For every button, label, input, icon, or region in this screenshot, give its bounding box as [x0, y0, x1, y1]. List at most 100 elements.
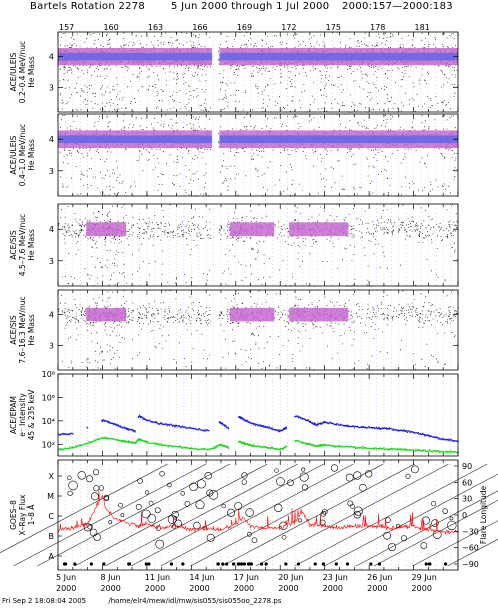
panel-ylabel: X–Ray Flux [18, 494, 27, 536]
flare-marker [77, 471, 86, 480]
y-tick-label: 10⁴ [42, 417, 55, 426]
panel-frame [57, 203, 459, 287]
flare-marker [301, 484, 309, 491]
y-tick-label: 10² [42, 440, 55, 449]
header-rotation: Bartels Rotation 2278 [30, 1, 146, 12]
flare-marker [89, 528, 98, 537]
he-mass-events [58, 32, 459, 113]
event-marker [102, 562, 106, 566]
date-tick-label: 23 Jun [323, 573, 348, 582]
mass-band-blue [58, 135, 213, 144]
panel-uleis2: 3 4 ACE/ULEIS 0.4–1.0 MeV/nuc He Mass [9, 113, 459, 197]
flare-marker [154, 507, 161, 514]
flare-marker [98, 485, 104, 491]
flare-track-line [37, 463, 231, 567]
flare-marker [410, 465, 419, 474]
class-label: B [49, 532, 55, 541]
longitude-label: 60 [462, 478, 472, 487]
mass-band-blue [58, 52, 213, 61]
panel-ylabel: He Mass [27, 229, 36, 261]
flare-marker [227, 508, 236, 517]
flare-marker [204, 472, 212, 480]
footer-path: /home/elr4/mew/idl/mw/sis055/sis055oo_22… [108, 597, 282, 605]
flare-marker [279, 521, 288, 531]
y-tick-label: 10⁶ [42, 393, 55, 402]
flare-marker [135, 503, 142, 510]
flare-marker [93, 469, 100, 476]
date-tick-label: 5 Jun [56, 573, 76, 582]
event-marker [313, 562, 317, 566]
y-tick-label: 4 [49, 135, 54, 144]
flare-marker [349, 503, 355, 509]
flare-marker [449, 516, 454, 521]
he-mass-events [58, 204, 459, 287]
flare-marker [221, 503, 226, 509]
event-marker [377, 562, 382, 566]
flare-marker [67, 475, 72, 481]
year-tick-label: 2000 [234, 584, 254, 593]
event-marker [73, 562, 77, 566]
he-mass-events [58, 290, 459, 371]
flare-marker [208, 490, 219, 500]
mass-band-magenta [86, 222, 127, 237]
panel-ylabel: ACE/ULEIS [9, 52, 18, 91]
event-marker [221, 562, 225, 566]
electron-series-high [58, 414, 459, 443]
event-marker [296, 562, 301, 566]
flare-marker [241, 479, 247, 485]
flare-marker [447, 520, 457, 531]
panel-ylabel: ACE/EPAM [9, 396, 18, 434]
footer: Fri Sep 2 18:08:04 2005 /home/elr4/mew/i… [2, 597, 281, 605]
flare-marker [396, 524, 401, 529]
flare-marker [420, 542, 428, 549]
flare-track-line [130, 463, 324, 567]
flare-marker [167, 514, 177, 524]
panel-ylabel: 0.4–1.0 MeV/nuc [18, 124, 27, 186]
header-dates: 5 Jun 2000 through 1 Jul 2000 [171, 1, 330, 12]
event-marker [127, 562, 132, 566]
doy-tick-label: 160 [103, 23, 118, 32]
panel-frame [57, 373, 459, 457]
flare-track-line [13, 463, 207, 567]
year-tick-label: 2000 [278, 584, 298, 593]
flare-marker [108, 520, 113, 525]
flare-marker [345, 473, 354, 482]
y-tick-label: 10⁸ [42, 370, 55, 379]
longitude-label: −90 [462, 560, 479, 569]
flare-marker [206, 533, 215, 542]
flare-marker [147, 514, 157, 523]
electron-series-low [58, 436, 459, 454]
flare-marker [144, 490, 150, 495]
doy-tick-label: 172 [281, 23, 296, 32]
event-marker [424, 562, 428, 566]
event-marker [144, 562, 148, 566]
event-marker [443, 562, 448, 566]
flare-marker [171, 510, 179, 519]
event-marker [369, 562, 373, 566]
event-marker [334, 562, 338, 566]
event-marker [64, 562, 68, 566]
flare-marker [388, 543, 397, 552]
flare-marker [184, 501, 191, 507]
date-tick-label: 29 Jun [412, 573, 437, 582]
event-marker [242, 562, 247, 566]
longitude-label: 90 [462, 462, 472, 471]
flare-track-line [104, 463, 298, 567]
flare-marker [353, 506, 363, 516]
panel-ylabel: GOES–8 [9, 500, 18, 530]
mass-band-magenta [229, 307, 275, 322]
flare-track-line [294, 463, 488, 567]
flare-marker [167, 482, 172, 488]
header-doy: 2000:157—2000:183 [342, 1, 453, 12]
panel-frame [57, 459, 459, 571]
y-tick-label: 4 [49, 53, 54, 62]
panel-frame [57, 31, 459, 113]
longitude-label: 0 [462, 511, 467, 520]
longitude-label: −60 [462, 544, 479, 553]
doy-tick-label: 175 [326, 23, 341, 32]
y-tick-label: 4 [49, 225, 54, 234]
event-marker [232, 562, 236, 566]
panel-ylabel: 0.2–0.4 MeV/nuc [18, 41, 27, 103]
year-tick-label: 2000 [412, 584, 432, 593]
